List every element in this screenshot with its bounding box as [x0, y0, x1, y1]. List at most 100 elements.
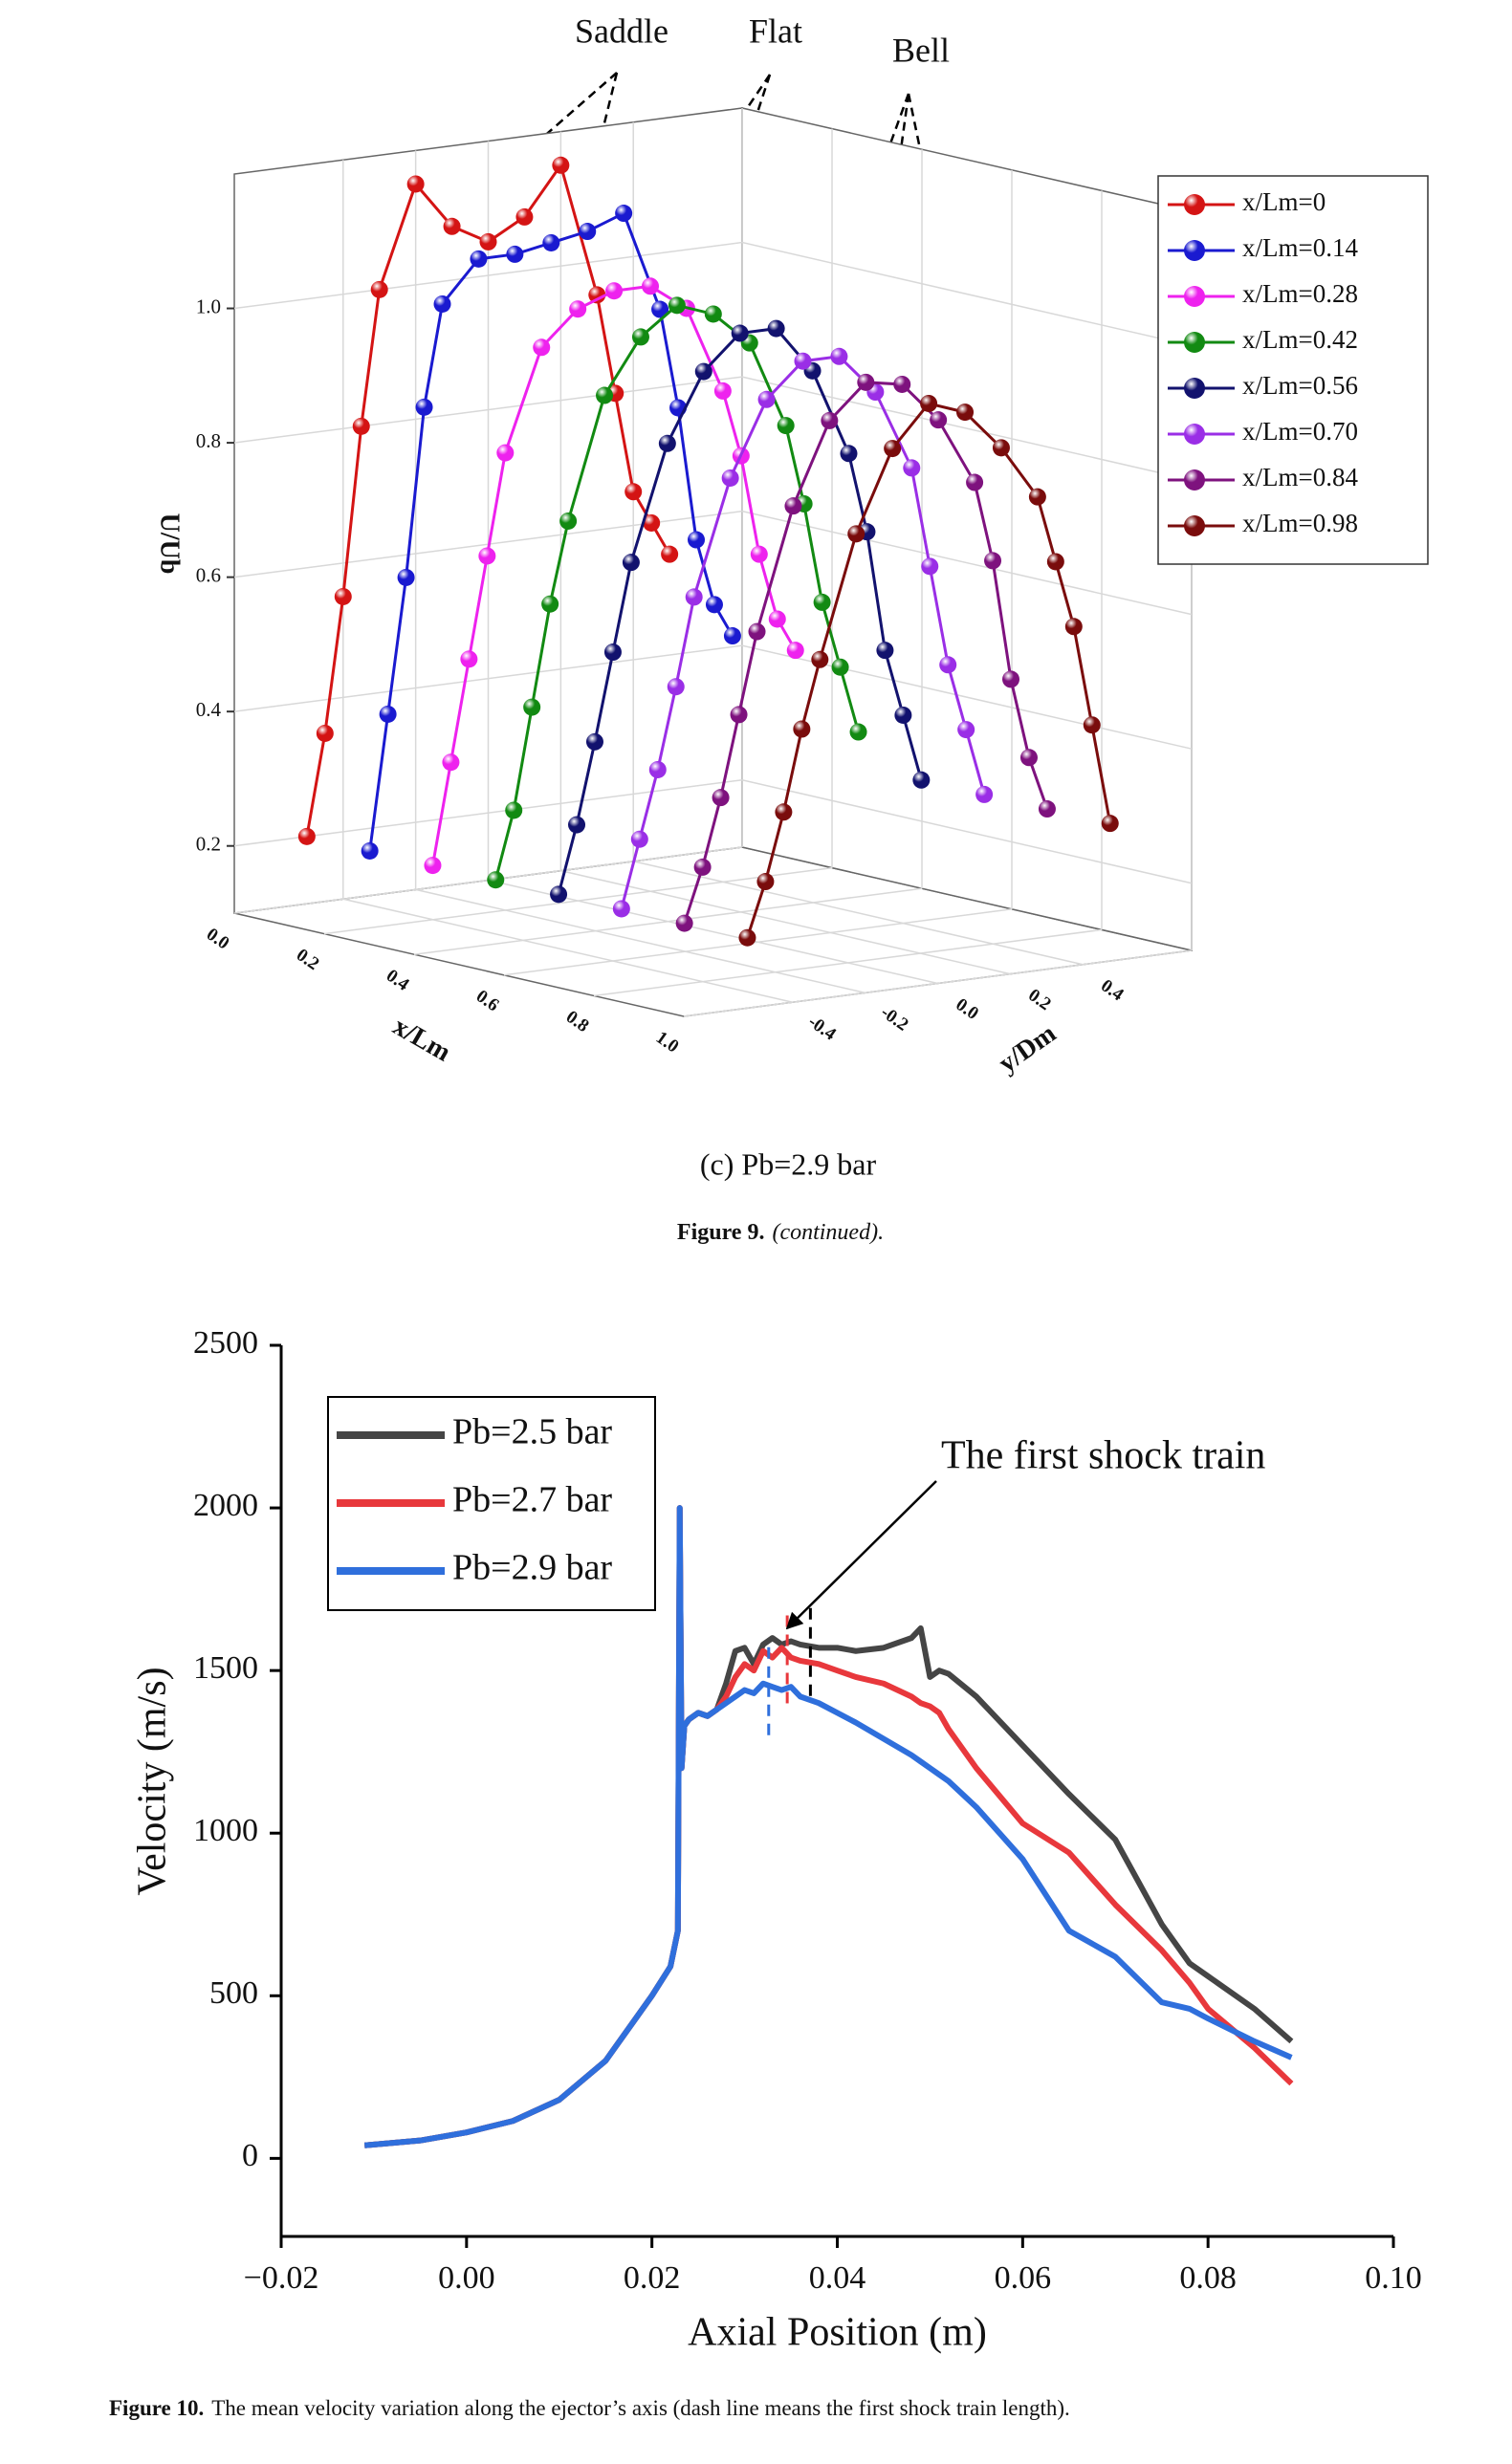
- data-point: [661, 545, 679, 563]
- annotation: Flat: [749, 11, 802, 50]
- data-point: [648, 760, 667, 778]
- annotation-arrow: [785, 1480, 937, 1630]
- data-point: [579, 223, 597, 241]
- data-point: [622, 554, 640, 572]
- series-line: [363, 1505, 1293, 2148]
- data-point: [777, 417, 795, 435]
- data-point: [352, 417, 370, 435]
- data-point: [786, 642, 804, 660]
- legend-marker: [1184, 286, 1205, 307]
- data-point: [849, 723, 867, 741]
- x-tick-label: 0.0: [203, 925, 232, 954]
- data-point: [1038, 800, 1056, 818]
- data-point: [596, 386, 614, 404]
- data-point: [605, 282, 624, 300]
- data-point: [479, 232, 497, 251]
- data-point: [612, 900, 630, 918]
- data-point: [668, 296, 686, 315]
- data-point: [794, 352, 812, 370]
- data-point: [1083, 716, 1101, 734]
- data-point: [723, 627, 741, 645]
- grid-line: [560, 869, 1011, 975]
- legend-marker: [1184, 332, 1205, 353]
- x-tick-label: 1.0: [652, 1028, 683, 1058]
- data-point: [756, 873, 775, 891]
- data-point: [460, 650, 478, 668]
- legend-box: [1157, 175, 1429, 565]
- data-point: [568, 816, 586, 834]
- x-tick-label: 0.2: [293, 945, 322, 974]
- data-point: [541, 595, 559, 613]
- data-point: [603, 643, 622, 662]
- data-point: [667, 678, 685, 696]
- x-tick-label: 0.6: [472, 986, 502, 1015]
- data-point: [1002, 670, 1020, 688]
- data-point: [1028, 488, 1046, 506]
- data-point: [1064, 618, 1083, 636]
- x-tick-label: 0.4: [383, 966, 413, 995]
- legend-label: Pb=2.9 bar: [452, 1548, 612, 1588]
- data-point: [630, 830, 648, 848]
- data-point: [730, 706, 748, 724]
- legend-marker: [1184, 378, 1205, 399]
- y-tick-label: 0.4: [1097, 975, 1128, 1005]
- grid-line: [233, 376, 1193, 481]
- data-point: [643, 513, 661, 532]
- legend-marker: [1184, 240, 1205, 261]
- legend-label: x/Lm=0.42: [1242, 325, 1358, 354]
- caption: Figure 9. (continued).: [677, 1220, 884, 1245]
- data-point: [443, 217, 461, 235]
- data-point: [956, 403, 975, 422]
- z-tick-label: 1.0: [196, 294, 221, 317]
- data-point: [920, 394, 938, 412]
- legend-marker: [1184, 469, 1205, 491]
- data-point: [370, 280, 388, 298]
- data-point: [424, 857, 442, 875]
- annotation: Bell: [892, 31, 950, 69]
- data-point: [1019, 749, 1038, 767]
- data-point: [542, 233, 560, 251]
- data-point: [588, 286, 606, 304]
- data-point: [821, 411, 839, 429]
- y-tick-label: 0: [242, 2138, 258, 2173]
- data-point: [505, 801, 523, 819]
- y-tick-label: 0.2: [1024, 985, 1054, 1014]
- data-point: [523, 698, 541, 716]
- data-point: [712, 789, 730, 807]
- x-tick-label: 0.06: [995, 2260, 1052, 2296]
- x-tick-label: 0.00: [438, 2260, 495, 2296]
- caption-label: Figure 9.: [677, 1220, 765, 1245]
- data-point: [975, 785, 994, 803]
- data-point: [415, 398, 433, 416]
- data-point: [334, 587, 352, 605]
- grid-line: [233, 778, 1193, 884]
- y-tick-label: 1500: [193, 1650, 258, 1686]
- data-point: [813, 593, 831, 611]
- data-point: [470, 250, 488, 268]
- data-point: [478, 547, 496, 565]
- data-point: [903, 459, 921, 477]
- x-tick-label: −0.02: [244, 2260, 319, 2296]
- data-point: [506, 245, 524, 263]
- data-point: [615, 205, 633, 223]
- data-point: [957, 721, 975, 739]
- data-point: [693, 858, 712, 876]
- legend-marker: [1184, 424, 1205, 445]
- caption: Figure 10. The mean velocity variation al…: [109, 2396, 1070, 2420]
- z-tick-label: 0.4: [196, 698, 222, 721]
- y-tick-label: 2500: [193, 1325, 258, 1361]
- grid-line: [633, 861, 1084, 966]
- data-point: [847, 525, 866, 543]
- data-point: [704, 305, 722, 323]
- data-point: [487, 871, 505, 889]
- data-point: [552, 156, 570, 174]
- data-point: [811, 650, 829, 668]
- data-point: [658, 434, 676, 452]
- y-tick-label: -0.4: [804, 1012, 840, 1045]
- data-point: [559, 512, 578, 530]
- x-axis-label: Axial Position (m): [688, 2311, 987, 2355]
- data-point: [585, 732, 603, 751]
- data-point: [316, 724, 334, 742]
- z-tick-label: 0.6: [196, 563, 221, 586]
